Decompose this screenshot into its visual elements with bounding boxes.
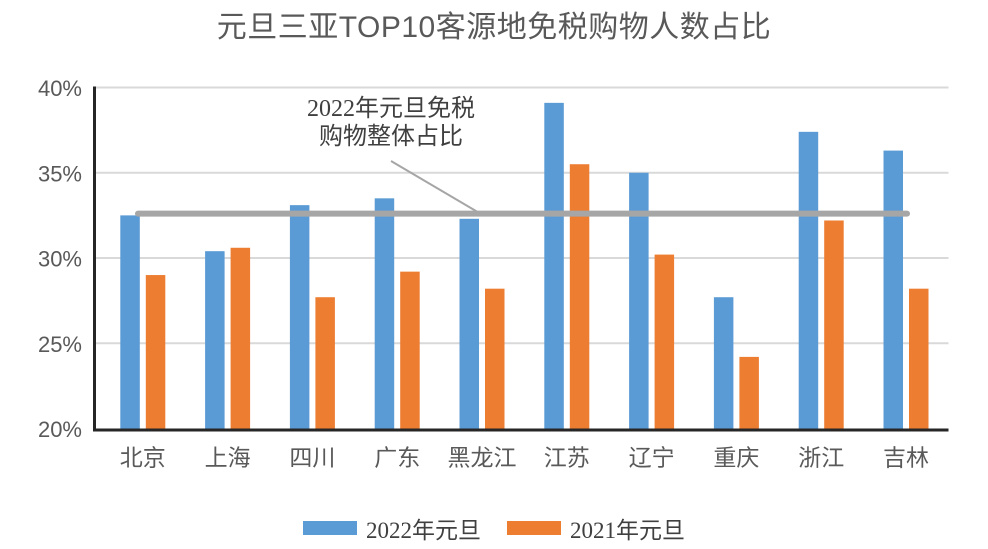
bar-2022-重庆 [713,297,734,429]
x-category-label-吉林: 吉林 [883,446,929,471]
x-category-label-辽宁: 辽宁 [629,446,675,471]
x-category-label-重庆: 重庆 [713,446,759,471]
x-category-label-江苏: 江苏 [544,446,590,471]
y-tick-label-25: 25% [38,332,82,357]
legend-label-2021: 2021年元旦 [570,518,685,543]
bar-2022-江苏 [544,102,564,429]
legend: 2022年元旦 2021年元旦 [0,511,988,545]
y-tick-label-20: 20% [38,417,82,442]
x-category-label-黑龙江: 黑龙江 [448,446,517,471]
legend-item-2022: 2022年元旦 [303,511,481,545]
x-category-label-四川: 四川 [289,446,335,471]
annotation-line-2: 购物整体占比 [319,124,463,150]
x-category-label-北京: 北京 [120,446,166,471]
bar-2022-辽宁 [629,172,649,429]
y-tick-label-35: 35% [38,161,82,186]
reference-line-annotation: 2022年元旦免税 购物整体占比 [271,95,511,151]
bar-2021-江苏 [569,164,590,429]
legend-swatch-2021-icon [507,521,561,535]
bar-2022-吉林 [883,150,903,429]
bar-2022-浙江 [798,131,819,429]
x-category-label-广东: 广东 [374,446,420,471]
legend-item-2021: 2021年元旦 [507,511,685,545]
bar-2021-四川 [315,297,335,429]
bar-2021-浙江 [824,220,844,429]
bar-2021-广东 [400,271,420,429]
chart-title: 元旦三亚TOP10客源地免税购物人数占比 [216,11,772,44]
y-tick-label-40: 40% [38,76,82,101]
bar-2022-北京 [120,215,140,429]
x-category-label-上海: 上海 [205,446,251,471]
bar-2021-北京 [145,275,166,429]
bar-2021-上海 [230,247,251,429]
annotation-line-1: 2022年元旦免税 [307,96,475,122]
annotation-leader-line [390,160,478,213]
bar-2021-吉林 [909,288,929,429]
bar-2022-上海 [205,251,225,429]
y-tick-label-30: 30% [38,247,82,272]
bar-2022-四川 [289,205,310,429]
bar-2022-黑龙江 [459,218,479,429]
bar-2022-广东 [374,198,395,429]
x-category-label-浙江: 浙江 [798,446,844,471]
bar-2021-辽宁 [654,254,675,429]
bar-2021-重庆 [739,356,759,429]
bar-2021-黑龙江 [485,288,505,429]
legend-label-2022: 2022年元旦 [366,518,481,543]
legend-swatch-2022-icon [303,521,357,535]
